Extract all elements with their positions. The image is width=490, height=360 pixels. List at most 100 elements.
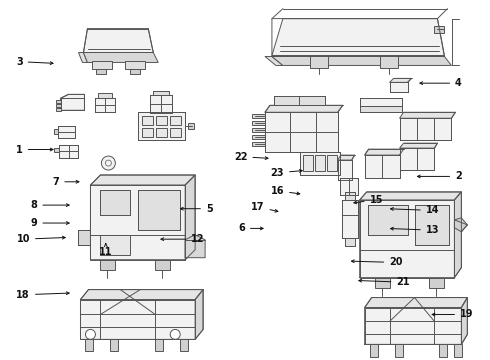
Text: 17: 17 [251,202,278,212]
Polygon shape [91,175,195,185]
Polygon shape [100,190,130,215]
Bar [369,345,378,357]
Polygon shape [78,230,91,245]
Text: 15: 15 [354,195,383,205]
Polygon shape [345,192,355,200]
Text: 2: 2 [417,171,462,181]
Text: 14: 14 [391,206,440,216]
Bar [252,114,265,118]
Bar [310,57,328,68]
Text: 7: 7 [52,177,79,187]
Bar [156,116,167,125]
Polygon shape [57,126,75,138]
Polygon shape [399,112,455,118]
Bar [252,135,265,139]
Text: 16: 16 [270,186,300,196]
Polygon shape [185,175,195,260]
Bar [53,148,58,152]
Polygon shape [274,96,325,105]
Polygon shape [138,190,180,230]
Text: 3: 3 [16,57,53,67]
Bar [55,108,61,111]
Bar [156,128,167,137]
Bar [303,155,313,171]
Bar [55,100,61,103]
Polygon shape [138,112,185,140]
Text: 21: 21 [359,277,410,287]
Polygon shape [365,155,399,178]
Text: 4: 4 [420,78,462,88]
Bar [97,69,106,75]
Polygon shape [365,298,467,307]
Polygon shape [342,200,358,238]
Polygon shape [365,149,404,155]
Bar [125,62,145,69]
Text: 13: 13 [391,225,440,235]
Bar [170,116,181,125]
Bar [180,339,188,351]
Bar [55,104,61,107]
Bar [394,345,403,357]
Polygon shape [360,200,454,278]
Bar [85,339,94,351]
Polygon shape [61,94,84,110]
Polygon shape [98,93,112,98]
Polygon shape [150,95,172,113]
Circle shape [170,329,180,339]
Polygon shape [360,98,401,106]
Polygon shape [153,91,169,95]
Text: 11: 11 [99,244,113,257]
Text: 22: 22 [234,152,268,162]
Bar [435,26,444,32]
Polygon shape [80,300,195,339]
Polygon shape [96,98,115,112]
Bar [170,128,181,137]
Polygon shape [265,105,343,112]
Bar [142,128,153,137]
Polygon shape [83,28,153,53]
Bar [380,57,397,68]
Polygon shape [399,118,451,140]
Text: 18: 18 [16,290,69,300]
Polygon shape [272,19,444,55]
Polygon shape [100,235,130,255]
Polygon shape [454,218,467,232]
Bar [142,116,153,125]
Polygon shape [265,57,283,66]
Bar [315,155,325,171]
Polygon shape [390,82,408,92]
Polygon shape [78,53,87,62]
Polygon shape [80,289,203,300]
Polygon shape [390,78,412,82]
Polygon shape [454,192,462,278]
Text: 19: 19 [432,310,473,319]
Polygon shape [91,185,185,260]
Polygon shape [340,178,358,195]
Bar [327,155,337,171]
Text: 9: 9 [30,218,69,228]
Bar [110,339,119,351]
Polygon shape [462,298,467,345]
Bar [155,260,170,270]
Bar [252,121,265,125]
Polygon shape [399,148,435,170]
Text: 20: 20 [351,257,403,267]
Polygon shape [360,106,401,112]
Bar [93,62,112,69]
Circle shape [85,329,96,339]
Bar [252,142,265,146]
Polygon shape [338,155,355,160]
Text: 8: 8 [30,200,69,210]
Bar [155,339,163,351]
Polygon shape [265,112,338,152]
Bar [53,129,57,134]
Text: 1: 1 [16,144,53,154]
Bar [429,278,444,288]
Polygon shape [195,289,203,339]
Polygon shape [415,205,449,245]
Polygon shape [83,53,158,62]
Bar [130,69,140,75]
Bar [375,278,390,288]
Polygon shape [338,160,352,180]
Text: 12: 12 [161,234,205,244]
